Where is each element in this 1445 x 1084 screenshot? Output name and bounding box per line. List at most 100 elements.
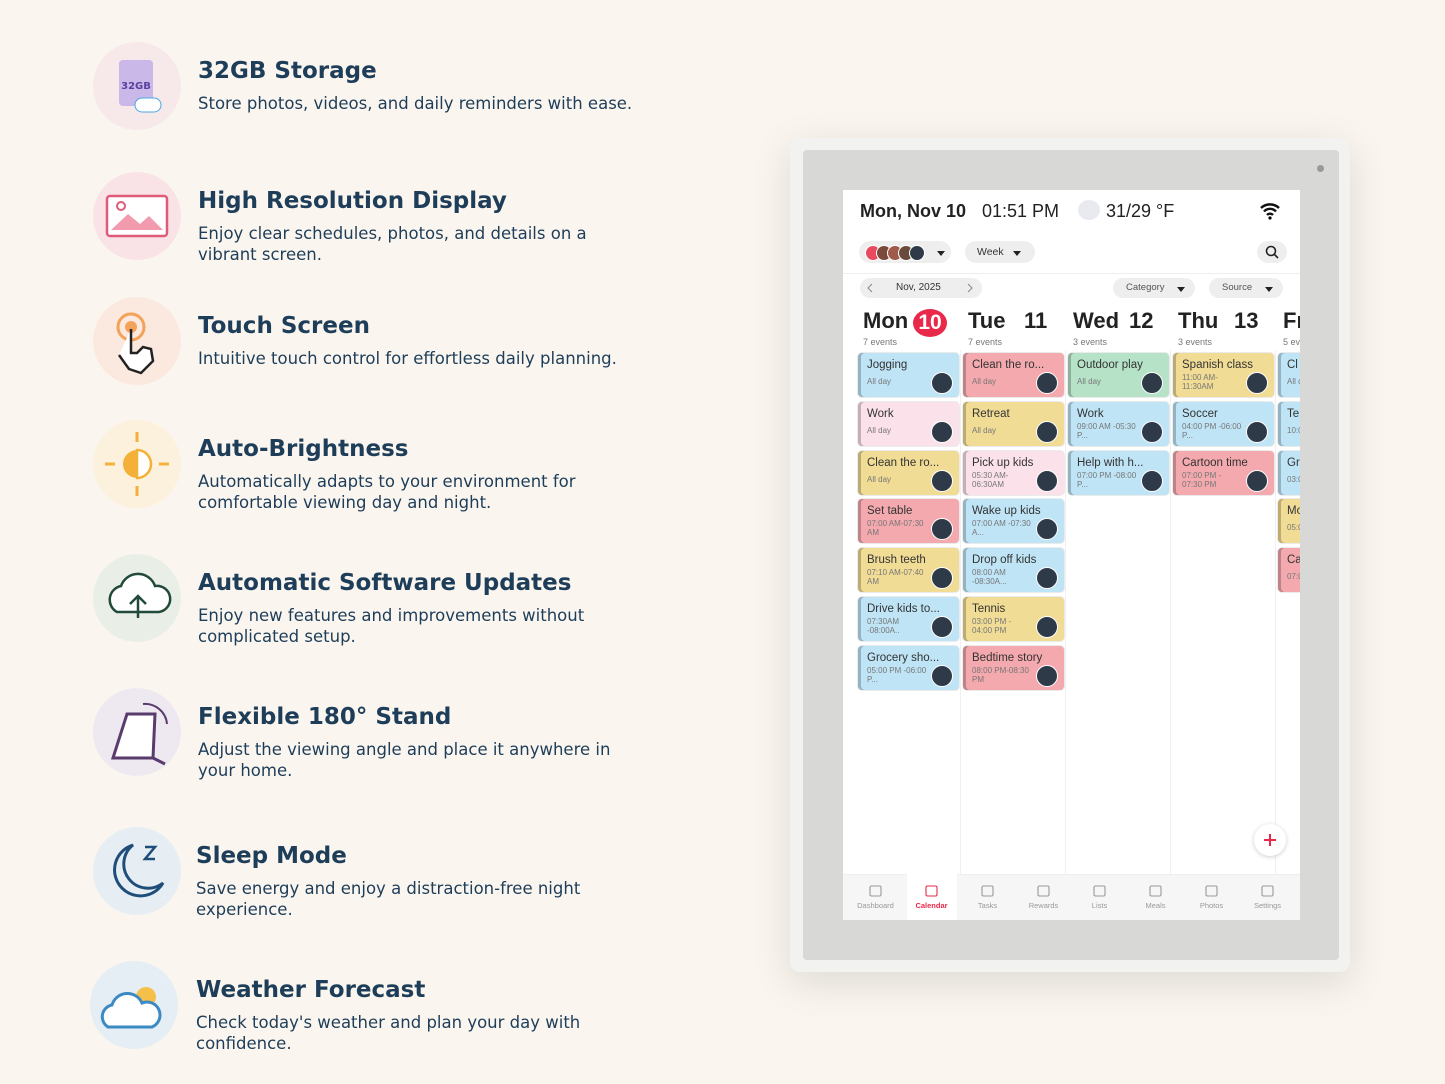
event-card[interactable]: Ca 07:0 bbox=[1278, 548, 1300, 593]
day-number: 11 bbox=[1024, 308, 1048, 333]
event-avatar bbox=[1246, 469, 1268, 492]
event-card[interactable]: Wake up kids 07:00 AM -07:30 A... bbox=[963, 499, 1064, 544]
nav-active bbox=[907, 874, 957, 920]
feature-icon bbox=[93, 827, 181, 915]
event-card[interactable]: Te 10:0 bbox=[1278, 401, 1300, 446]
nav-item[interactable]: Tasks bbox=[977, 901, 998, 910]
feature-text: Check today's weather and plan your day … bbox=[196, 1013, 581, 1053]
event-avatar bbox=[1036, 372, 1058, 394]
event-card[interactable]: Set table 07:00 AM-07:30 AM bbox=[858, 499, 959, 544]
nav-icon bbox=[869, 884, 883, 902]
event-title: Drive kids to... bbox=[867, 603, 940, 615]
day-name: Mon bbox=[863, 308, 909, 333]
event-card[interactable]: Soccer 04:00 PM -06:00 P... bbox=[1173, 401, 1274, 446]
event-card[interactable]: Retreat All day bbox=[963, 401, 1064, 446]
event-title: Ca bbox=[1287, 554, 1300, 567]
nav-icon bbox=[925, 884, 939, 902]
nav-item[interactable]: Settings bbox=[1253, 901, 1282, 910]
event-card[interactable]: Work All day bbox=[858, 401, 959, 446]
event-card[interactable]: Grocery sho... 05:00 PM -06:00 P... bbox=[858, 645, 959, 690]
event-title: Jogging bbox=[867, 359, 908, 371]
event-card[interactable]: Work 09:00 AM -05:30 P... bbox=[1068, 401, 1169, 446]
event-card[interactable]: Gr 03:0 bbox=[1278, 450, 1300, 495]
event-card[interactable]: Jogging All day bbox=[858, 353, 959, 397]
event-time: 05:30 AM-06:30AM bbox=[972, 470, 1009, 489]
nav-icon bbox=[981, 884, 995, 902]
event-title: Cartoon time bbox=[1182, 456, 1248, 469]
event-time: All day bbox=[867, 474, 892, 484]
event-title: Outdoor play bbox=[1077, 359, 1143, 371]
source-filter[interactable]: Source bbox=[1209, 278, 1283, 298]
search-button bbox=[1257, 241, 1287, 263]
event-card[interactable]: Bedtime story 08:00 PM-08:30 PM bbox=[963, 645, 1064, 690]
event-count: 3 events bbox=[1178, 337, 1213, 347]
event-card[interactable]: Pick up kids 05:30 AM-06:30AM bbox=[963, 450, 1064, 495]
event-card[interactable]: Tennis 03:00 PM - 04:00 PM bbox=[963, 597, 1064, 641]
column-line bbox=[960, 350, 961, 875]
view-select[interactable]: Week bbox=[965, 241, 1035, 263]
event-time: All day bbox=[867, 425, 892, 435]
event-time: 03:0 bbox=[1287, 474, 1300, 484]
nav-item[interactable]: Calendar bbox=[915, 901, 948, 910]
day-number: 13 bbox=[1234, 308, 1259, 333]
feature-text: Adjust the viewing angle and place it an… bbox=[198, 740, 611, 780]
event-time: 03:00 PM - 04:00 PM bbox=[972, 617, 1012, 635]
avatar bbox=[909, 245, 925, 261]
category-filter[interactable]: Category bbox=[1113, 278, 1195, 298]
add-button[interactable] bbox=[1254, 824, 1286, 856]
nav-icon bbox=[1205, 884, 1219, 902]
event-title: Brush teeth bbox=[867, 554, 926, 567]
event-time: All day bbox=[867, 377, 892, 386]
event-avatar bbox=[1246, 420, 1268, 443]
event-time: 07:00 AM-07:30 AM bbox=[867, 519, 924, 538]
event-card[interactable]: Clean the ro... All day bbox=[963, 353, 1064, 397]
icon bbox=[113, 843, 165, 898]
event-time: 11:00 AM-11:30AM bbox=[1182, 373, 1218, 391]
event-time: 04:00 PM -06:00 P... bbox=[1182, 421, 1242, 440]
nav-item[interactable]: Photos bbox=[1199, 901, 1224, 910]
event-avatar bbox=[931, 372, 953, 394]
feature-icon bbox=[93, 688, 181, 776]
plus[interactable] bbox=[1254, 824, 1286, 856]
event-time: 05:0 bbox=[1287, 523, 1300, 533]
event-count: 5 ev bbox=[1283, 337, 1300, 347]
event-card[interactable]: Mo 05:0 bbox=[1278, 499, 1300, 544]
event-title: Clean the ro... bbox=[972, 359, 1045, 371]
event-card[interactable]: Spanish class 11:00 AM-11:30AM bbox=[1173, 353, 1274, 397]
feature-title: Automatic Software Updates bbox=[198, 570, 572, 596]
icon bbox=[116, 312, 155, 375]
event-avatar bbox=[1036, 567, 1058, 590]
nav-item[interactable]: Lists bbox=[1091, 901, 1108, 910]
event-card[interactable]: Outdoor play All day bbox=[1068, 353, 1169, 397]
event-card[interactable]: Drive kids to... 07:30AM -08:00A.. bbox=[858, 597, 959, 641]
event-card[interactable]: Brush teeth 07:10 AM-07:40 AM bbox=[858, 548, 959, 593]
divider bbox=[843, 273, 1300, 274]
member-filter[interactable] bbox=[859, 241, 951, 263]
day-number: 12 bbox=[1129, 308, 1154, 333]
icon: 32GB bbox=[119, 60, 162, 113]
event-title: Gr bbox=[1287, 456, 1300, 469]
prev bbox=[866, 283, 874, 296]
month-nav[interactable]: Nov, 2025 bbox=[860, 278, 982, 298]
feature-text: Intuitive touch control for effortless d… bbox=[198, 349, 617, 368]
feature-title: Flexible 180° Stand bbox=[198, 704, 452, 730]
feature-title: 32GB Storage bbox=[198, 58, 377, 84]
event-card[interactable]: Cl All d bbox=[1278, 353, 1300, 397]
event-card[interactable]: Clean the ro... All day bbox=[858, 450, 959, 495]
event-card[interactable]: Help with h... 07:00 PM -08:00 P... bbox=[1068, 450, 1169, 495]
nav-item[interactable]: Dashboard bbox=[857, 901, 894, 910]
event-title: Spanish class bbox=[1182, 359, 1253, 371]
event-time: All day bbox=[972, 425, 997, 435]
event-card[interactable]: Cartoon time 07:00 PM - 07:30 PM bbox=[1173, 450, 1274, 495]
event-title: Soccer bbox=[1182, 407, 1218, 420]
event-avatar bbox=[1036, 420, 1058, 443]
event-time: All day bbox=[1077, 377, 1102, 386]
icon bbox=[105, 194, 169, 238]
event-title: Set table bbox=[867, 505, 913, 518]
caret bbox=[937, 249, 945, 260]
feature-icon bbox=[90, 961, 178, 1049]
nav-item[interactable]: Meals bbox=[1145, 901, 1166, 910]
event-card[interactable]: Drop off kids 08:00 AM -08:30A... bbox=[963, 548, 1064, 593]
nav-item[interactable]: Rewards bbox=[1028, 901, 1059, 910]
